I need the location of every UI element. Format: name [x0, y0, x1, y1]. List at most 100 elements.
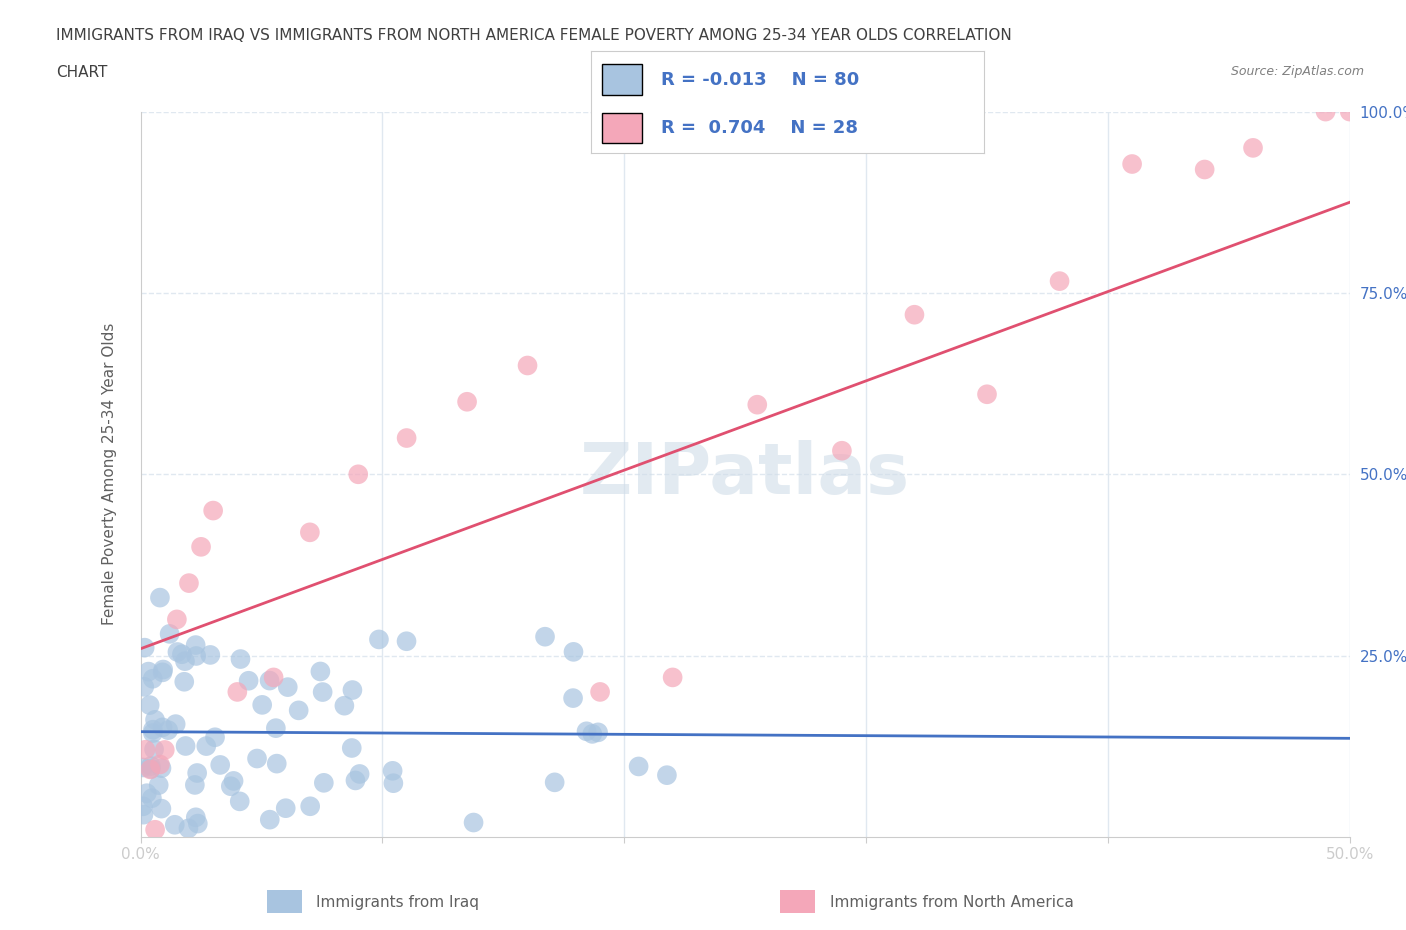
Point: [1121, 156, 1143, 171]
Point: [143, 742, 166, 757]
Point: [174, 738, 197, 753]
Point: [142, 671, 165, 686]
Point: [747, 397, 769, 412]
Point: [174, 654, 197, 669]
Point: [142, 725, 165, 740]
Point: [259, 812, 281, 827]
Point: [143, 822, 166, 837]
Point: [277, 680, 299, 695]
Point: [229, 794, 252, 809]
Point: [143, 712, 166, 727]
Point: [226, 684, 249, 699]
Point: [186, 648, 208, 663]
Point: [195, 738, 218, 753]
Point: [204, 730, 226, 745]
Point: [152, 720, 174, 735]
Point: [381, 764, 404, 778]
Point: [627, 759, 650, 774]
Point: [312, 776, 335, 790]
Point: [309, 664, 332, 679]
Text: IMMIGRANTS FROM IRAQ VS IMMIGRANTS FROM NORTH AMERICA FEMALE POVERTY AMONG 25-34: IMMIGRANTS FROM IRAQ VS IMMIGRANTS FROM …: [56, 28, 1012, 43]
Point: [141, 790, 163, 805]
Point: [134, 742, 156, 757]
Point: [287, 703, 309, 718]
Point: [177, 576, 200, 591]
Point: [150, 801, 173, 816]
Point: [138, 664, 160, 679]
Point: [150, 761, 173, 776]
Point: [184, 810, 207, 825]
Point: [219, 778, 242, 793]
Point: [246, 751, 269, 766]
Point: [575, 724, 598, 738]
Point: [135, 786, 157, 801]
Point: [190, 539, 212, 554]
Point: [238, 673, 260, 688]
Point: [229, 652, 252, 667]
Point: [152, 665, 174, 680]
Text: Immigrants from North America: Immigrants from North America: [830, 895, 1073, 910]
Point: [976, 387, 998, 402]
Point: [132, 799, 155, 814]
Point: [344, 773, 367, 788]
Point: [202, 503, 225, 518]
Point: [149, 757, 172, 772]
Point: [159, 627, 181, 642]
Text: ZIPatlas: ZIPatlas: [581, 440, 910, 509]
Point: [589, 684, 612, 699]
Point: [132, 807, 155, 822]
FancyBboxPatch shape: [602, 113, 641, 143]
Point: [586, 724, 609, 739]
Point: [516, 358, 538, 373]
Point: [222, 774, 245, 789]
Point: [149, 591, 172, 605]
Point: [142, 723, 165, 737]
Point: [184, 638, 207, 653]
Point: [1339, 104, 1361, 119]
Point: [1049, 273, 1071, 288]
Point: [581, 726, 603, 741]
Text: CHART: CHART: [56, 65, 108, 80]
Point: [456, 394, 478, 409]
Point: [170, 646, 193, 661]
Text: Immigrants from Iraq: Immigrants from Iraq: [316, 895, 479, 910]
Point: [311, 684, 333, 699]
Point: [298, 525, 321, 539]
Point: [152, 662, 174, 677]
Point: [274, 801, 297, 816]
Point: [463, 815, 485, 830]
Point: [368, 632, 391, 647]
Point: [259, 673, 281, 688]
Point: [349, 766, 371, 781]
Point: [166, 644, 188, 659]
Point: [264, 721, 287, 736]
Point: [139, 759, 162, 774]
Point: [209, 758, 232, 773]
Point: [187, 817, 209, 831]
Y-axis label: Female Poverty Among 25-34 Year Olds: Female Poverty Among 25-34 Year Olds: [103, 323, 117, 626]
Point: [266, 756, 288, 771]
Point: [250, 698, 273, 712]
Point: [1241, 140, 1264, 155]
Point: [395, 431, 418, 445]
Point: [655, 768, 678, 783]
Point: [562, 691, 585, 706]
Point: [186, 765, 208, 780]
Point: [184, 777, 207, 792]
Point: [163, 817, 186, 832]
Point: [148, 777, 170, 792]
Point: [200, 647, 222, 662]
Point: [831, 444, 853, 458]
Point: [139, 762, 162, 777]
Text: R = -0.013    N = 80: R = -0.013 N = 80: [661, 71, 859, 88]
FancyBboxPatch shape: [602, 64, 641, 95]
Point: [347, 467, 370, 482]
Text: R =  0.704    N = 28: R = 0.704 N = 28: [661, 119, 859, 137]
Point: [263, 670, 285, 684]
Point: [340, 740, 363, 755]
Point: [544, 775, 567, 790]
Point: [173, 674, 195, 689]
Point: [134, 640, 156, 655]
Point: [1194, 162, 1216, 177]
Point: [661, 670, 683, 684]
